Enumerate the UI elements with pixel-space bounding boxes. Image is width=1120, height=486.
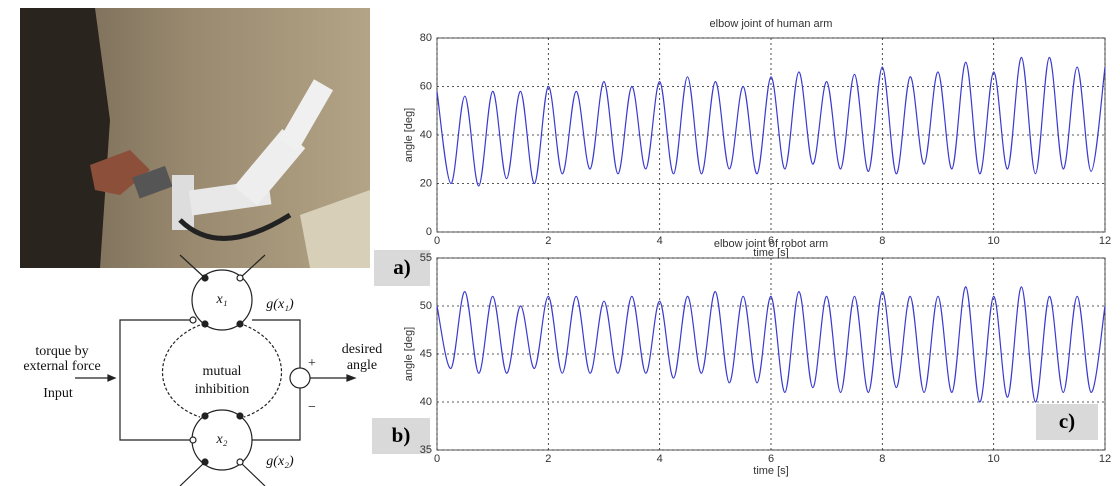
- y-tick-label: 45: [420, 348, 432, 360]
- diagram-label: desired: [342, 342, 382, 357]
- x-tick-label: 6: [768, 235, 774, 247]
- diagram-label: external force: [23, 359, 100, 374]
- x-tick-label: 4: [657, 235, 663, 247]
- x-tick-label: 6: [768, 453, 774, 465]
- panel-label: b): [392, 423, 411, 447]
- x-axis-label: time [s]: [753, 247, 788, 259]
- y-tick-label: 0: [426, 226, 432, 238]
- sign: −: [308, 400, 316, 415]
- output-label: g(x₂): [266, 454, 294, 469]
- x-tick-label: 2: [545, 453, 551, 465]
- panel-label: a): [393, 255, 411, 279]
- panel-label: c): [1059, 409, 1075, 433]
- x-tick-label: 10: [988, 453, 1000, 465]
- diagram-label: mutual: [203, 364, 242, 379]
- x-tick-label: 10: [988, 235, 1000, 247]
- y-tick-label: 35: [420, 444, 432, 456]
- panel-label-box: [1036, 404, 1098, 440]
- diagram-label: Input: [43, 386, 73, 401]
- x-tick-label: 4: [657, 453, 663, 465]
- data-line: [436, 56, 1106, 187]
- x-axis-label: time [s]: [753, 465, 788, 477]
- diagram-label: inhibition: [195, 382, 249, 397]
- y-tick-label: 50: [420, 300, 432, 312]
- diagram-label: angle: [347, 358, 377, 373]
- x-tick-label: 12: [1099, 453, 1111, 465]
- y-tick-label: 55: [420, 252, 432, 264]
- panel-label-box: [372, 418, 430, 454]
- x-tick-label: 12: [1099, 235, 1111, 247]
- x-tick-label: 8: [879, 235, 885, 247]
- y-axis-label: angle [deg]: [403, 108, 415, 162]
- y-tick-label: 80: [420, 32, 432, 44]
- x-tick-label: 0: [434, 235, 440, 247]
- chart-title: elbow joint of human arm: [710, 18, 833, 30]
- output-label: g(x₁): [266, 297, 294, 312]
- chart-title: elbow joint of robot arm: [714, 238, 828, 250]
- node-label: x₁: [215, 292, 227, 307]
- node-label: x₂: [215, 432, 227, 447]
- y-axis-label: angle [deg]: [403, 327, 415, 381]
- photo: [20, 8, 370, 268]
- y-tick-label: 20: [420, 177, 432, 189]
- diagram: [75, 254, 357, 486]
- x-tick-label: 8: [879, 453, 885, 465]
- panel-label-box: [374, 250, 430, 286]
- diagram-label: torque by: [35, 344, 88, 359]
- data-line: [436, 286, 1106, 403]
- x-tick-label: 2: [545, 235, 551, 247]
- y-tick-label: 40: [420, 129, 432, 141]
- sign: +: [308, 356, 316, 371]
- y-tick-label: 60: [420, 80, 432, 92]
- x-tick-label: 0: [434, 453, 440, 465]
- y-tick-label: 40: [420, 396, 432, 408]
